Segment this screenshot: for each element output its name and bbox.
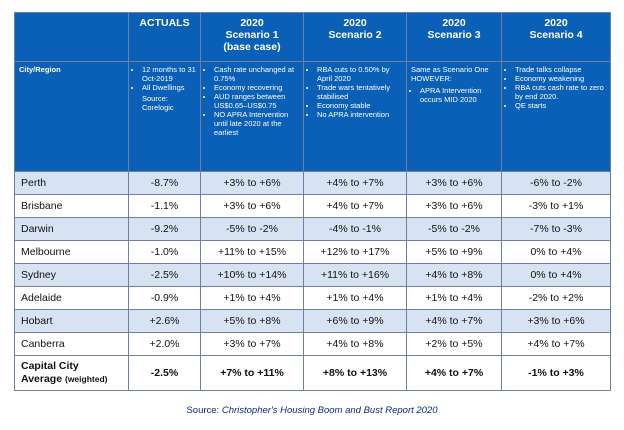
total-label: Capital City Average (weighted) [14,355,129,391]
scenario-1-value: +3% to +6% [200,171,304,195]
header-scenario-2: 2020 Scenario 2 [303,12,407,62]
header-actuals: ACTUALS [128,12,201,62]
header-scenario-4: 2020 Scenario 4 [501,12,611,62]
header-empty [14,12,129,62]
header-scenario-1: 2020 Scenario 1 (base case) [200,12,304,62]
actual-value: -2.5% [128,263,201,287]
source-title: Christopher's Housing Boom and Bust Repo… [221,405,438,416]
city-name: Sydney [14,263,129,287]
total-actual: -2.5% [128,355,201,391]
scenario-4-value: 0% to +4% [501,263,611,287]
table-row: Adelaide -0.9% +1% to +4% +1% to +4% +1%… [14,286,611,310]
scenario-1-value: +1% to +4% [200,286,304,310]
table-row: Sydney -2.5% +10% to +14% +11% to +16% +… [14,263,611,287]
scenario-2-value: -4% to -1% [303,217,407,241]
total-scenario-3: +4% to +7% [406,355,502,391]
scenario-3-value: +2% to +5% [406,332,502,356]
header-scenario-3: 2020 Scenario 3 [406,12,502,62]
city-name: Adelaide [14,286,129,310]
actuals-source: Source: Corelogic [142,94,174,112]
header-row: ACTUALS 2020 Scenario 1 (base case) 2020… [14,12,611,62]
actual-value: +2.6% [128,309,201,333]
city-name: Canberra [14,332,129,356]
actual-value: +2.0% [128,332,201,356]
table-row: Brisbane -1.1% +3% to +6% +4% to +7% +3%… [14,194,611,218]
total-scenario-1: +7% to +11% [200,355,304,391]
scenario-1-value: +11% to +15% [200,240,304,264]
city-name: Brisbane [14,194,129,218]
actual-value: -9.2% [128,217,201,241]
actual-value: -0.9% [128,286,201,310]
actual-value: -1.1% [128,194,201,218]
table-row: Hobart +2.6% +5% to +8% +6% to +9% +4% t… [14,309,611,333]
housing-forecast-table: ACTUALS 2020 Scenario 1 (base case) 2020… [14,12,611,391]
region-label: City/Region [14,61,129,172]
scenario-4-value: -3% to +1% [501,194,611,218]
description-row: City/Region 12 months to 31 Oct-2019 All… [14,61,611,172]
scenario-4-value: 0% to +4% [501,240,611,264]
city-name: Melbourne [14,240,129,264]
scenario-1-value: -5% to -2% [200,217,304,241]
actuals-description: 12 months to 31 Oct-2019 All Dwellings S… [128,61,201,172]
total-row: Capital City Average (weighted) -2.5% +7… [14,355,611,391]
total-scenario-4: -1% to +3% [501,355,611,391]
scenario-4-value: -6% to -2% [501,171,611,195]
total-scenario-2: +8% to +13% [303,355,407,391]
scenario-2-value: +4% to +7% [303,171,407,195]
scenario-4-value: +3% to +6% [501,309,611,333]
scenario-3-value: +5% to +9% [406,240,502,264]
scenario-3-value: -5% to -2% [406,217,502,241]
scenario-2-value: +4% to +7% [303,194,407,218]
scenario-1-value: +3% to +6% [200,194,304,218]
scenario-3-value: +1% to +4% [406,286,502,310]
table-row: Canberra +2.0% +3% to +7% +4% to +8% +2%… [14,332,611,356]
scenario-4-value: -7% to -3% [501,217,611,241]
scenario-4-description: Trade talks collapse Economy weakening R… [501,61,611,172]
scenario-4-value: +4% to +7% [501,332,611,356]
scenario-2-value: +12% to +17% [303,240,407,264]
scenario-2-value: +4% to +8% [303,332,407,356]
city-name: Perth [14,171,129,195]
scenario-2-value: +1% to +4% [303,286,407,310]
scenario-2-description: RBA cuts to 0.50% by April 2020 Trade wa… [303,61,407,172]
scenario-4-value: -2% to +2% [501,286,611,310]
forecast-table-frame: ACTUALS 2020 Scenario 1 (base case) 2020… [14,12,611,402]
actual-value: -1.0% [128,240,201,264]
scenario-3-value: +3% to +6% [406,194,502,218]
scenario-2-value: +6% to +9% [303,309,407,333]
scenario-1-value: +10% to +14% [200,263,304,287]
scenario-3-value: +4% to +7% [406,309,502,333]
scenario-2-value: +11% to +16% [303,263,407,287]
table-row: Perth -8.7% +3% to +6% +4% to +7% +3% to… [14,171,611,195]
source-caption: Source: Christopher's Housing Boom and B… [186,405,438,416]
table-row: Melbourne -1.0% +11% to +15% +12% to +17… [14,240,611,264]
scenario-3-value: +4% to +8% [406,263,502,287]
scenario-3-value: +3% to +6% [406,171,502,195]
scenario-1-description: Cash rate unchanged at 0.75% Economy rec… [200,61,304,172]
scenario-1-value: +5% to +8% [200,309,304,333]
city-name: Hobart [14,309,129,333]
table-row: Darwin -9.2% -5% to -2% -4% to -1% -5% t… [14,217,611,241]
city-name: Darwin [14,217,129,241]
scenario-3-description: Same as Scenario One HOWEVER: APRA Inter… [406,61,502,172]
scenario-1-value: +3% to +7% [200,332,304,356]
actual-value: -8.7% [128,171,201,195]
